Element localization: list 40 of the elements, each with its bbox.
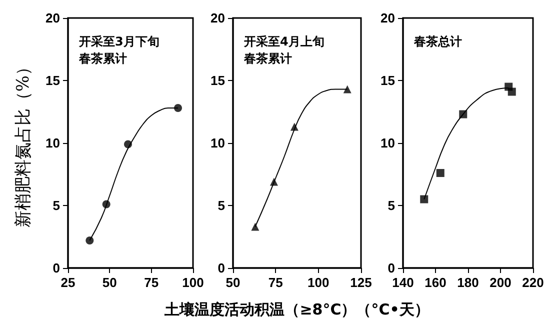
x-tick-label: 75	[144, 275, 159, 290]
text: 开采至3月下旬春茶累计	[78, 34, 160, 66]
y-tick-label: 0	[388, 260, 395, 276]
text: 春茶总计	[413, 34, 462, 48]
y-tick-label: 10	[210, 136, 225, 150]
x-tick-label: 50	[102, 275, 117, 290]
x-tick-label: 220	[522, 275, 544, 290]
y-tick-label: 20	[46, 10, 60, 26]
point	[508, 88, 516, 96]
point	[343, 85, 352, 94]
text: 开采至4月上旬春茶累计	[243, 34, 324, 66]
x-tick-label: 180	[457, 275, 479, 290]
x-tick-label: 160	[424, 275, 446, 290]
y-tick-label: 15	[46, 73, 60, 88]
x-tick-label: 100	[182, 275, 204, 290]
y-tick-label: 10	[46, 136, 60, 150]
y-tick-label: 5	[218, 198, 225, 213]
y-tick-label: 0	[218, 260, 225, 276]
point	[86, 236, 94, 244]
x-tick-label: 125	[350, 275, 372, 290]
y-tick-label: 20	[380, 10, 395, 26]
x-tick-label: 50	[226, 275, 240, 290]
y-tick-label: 20	[210, 10, 225, 26]
point	[251, 222, 260, 231]
x-tick-label: 200	[490, 275, 512, 290]
x-tick-label: 100	[307, 275, 330, 290]
point	[174, 104, 182, 112]
y-tick-label: 15	[210, 73, 225, 88]
y-tick-label: 5	[388, 198, 395, 213]
y-tick-label: 10	[380, 136, 395, 150]
x-axis-title: 土壤温度活动积温（≥8°C）（°C•天）	[164, 300, 430, 318]
y-tick-label: 5	[52, 198, 60, 213]
y-axis-title: 新梢肥料氮占比（%）	[14, 58, 34, 228]
x-tick-label: 25	[60, 275, 76, 290]
x-tick-label: 75	[268, 275, 283, 290]
point	[420, 195, 428, 204]
y-tick-label: 0	[52, 260, 60, 276]
x-tick-label: 140	[392, 275, 414, 290]
y-tick-label: 15	[380, 73, 395, 88]
point	[436, 169, 444, 177]
